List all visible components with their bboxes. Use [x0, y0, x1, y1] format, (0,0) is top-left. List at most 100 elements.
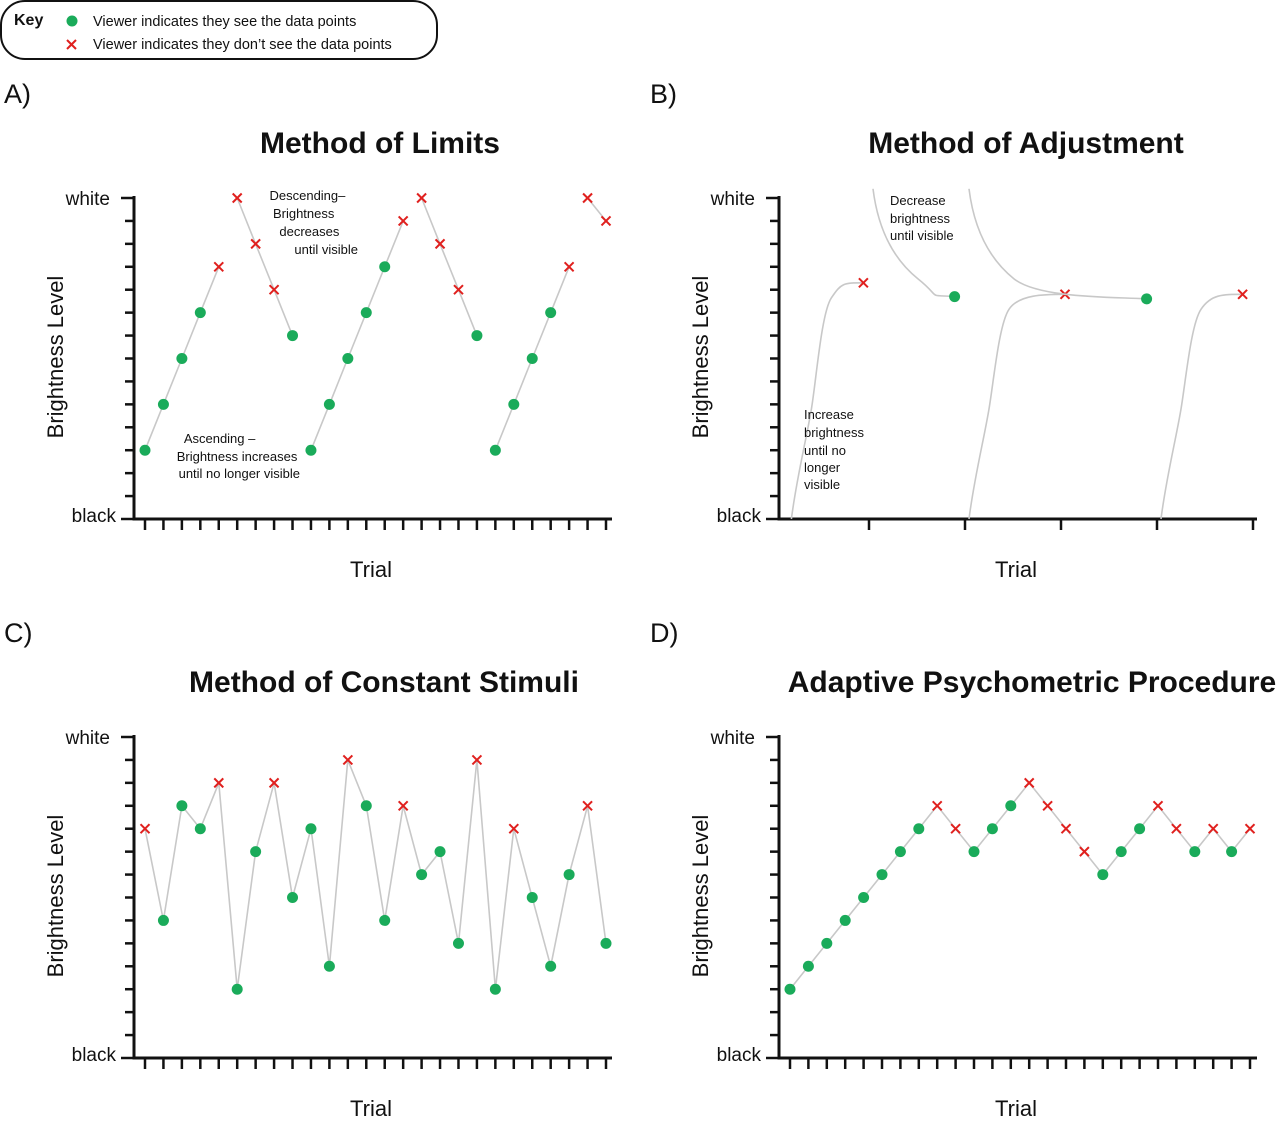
y-top-label: white [710, 728, 755, 749]
unseen-point [1244, 823, 1256, 834]
y-top-label: white [65, 189, 110, 210]
seen-point [194, 307, 206, 319]
seen-point [416, 869, 428, 881]
seen-point [968, 846, 980, 858]
adjustment-curve [968, 293, 1066, 520]
annotation-line: until visible [294, 242, 358, 257]
seen-point [1115, 846, 1127, 858]
adjustment-curve [790, 282, 864, 520]
panel-adaptive-psychometric-procedure: D) Adaptive Psychometric Procedure white… [650, 618, 1276, 1121]
cross-stroke [250, 238, 261, 250]
seen-point [1189, 846, 1201, 858]
unseen-point [250, 238, 261, 250]
unseen-point [582, 800, 593, 811]
seen-point [545, 307, 557, 319]
cross-stroke [416, 192, 427, 204]
y-bottom-label: black [72, 506, 117, 527]
plot-area [139, 192, 612, 456]
unseen-point [268, 777, 280, 789]
unseen-point [268, 284, 280, 295]
unseen-point [453, 284, 464, 295]
y-top-label: white [710, 189, 755, 210]
panel-method-of-adjustment: B) Method of Adjustment white black Brig… [650, 79, 1257, 582]
adjustment-curve [968, 188, 1147, 300]
axes [121, 196, 612, 530]
adjustment-curve [1160, 293, 1243, 520]
panel-label: A) [4, 79, 31, 109]
seen-point [1226, 846, 1238, 858]
unseen-point [1042, 800, 1053, 811]
y-axis-label: Brightness Level [43, 276, 68, 439]
cross-stroke [582, 800, 593, 811]
seen-point [323, 960, 335, 972]
legend-unseen-label: Viewer indicates they don’t see the data… [93, 37, 392, 53]
seen-point [157, 914, 169, 926]
unseen-point [434, 238, 446, 250]
cross-stroke [397, 215, 409, 227]
unseen-point [1023, 777, 1035, 789]
plot-area [784, 777, 1256, 995]
axes [766, 735, 1257, 1069]
seen-point [802, 960, 814, 972]
cross-stroke [342, 754, 354, 766]
cross-stroke [1023, 777, 1035, 789]
unseen-point [1152, 800, 1164, 811]
seen-point [489, 983, 501, 995]
cross-stroke [1152, 800, 1164, 811]
cross-stroke [1244, 823, 1256, 834]
cross-stroke [453, 284, 464, 295]
cross-stroke [434, 238, 446, 250]
seen-point [471, 330, 483, 342]
series-line [310, 220, 404, 451]
legend-unseen-marker [66, 39, 77, 50]
unseen-point [1171, 823, 1182, 834]
seen-point [600, 937, 612, 949]
seen-point [1134, 823, 1146, 835]
seen-point [526, 353, 538, 364]
cross-stroke [1042, 800, 1053, 811]
chart-title: Method of Adjustment [868, 127, 1184, 160]
legend-title: Key [14, 12, 43, 29]
unseen-point [471, 754, 483, 766]
unseen-point [213, 777, 224, 789]
annotation-ascending: Ascending – Brightness increases until n… [177, 431, 301, 481]
unseen-point [213, 261, 224, 272]
annotation-line: until no [804, 443, 846, 458]
x-axis-label: Trial [350, 1096, 392, 1121]
unseen-point [1079, 846, 1090, 857]
seen-point [176, 353, 188, 364]
panel-method-of-constant-stimuli: C) Method of Constant Stimuli white blac… [4, 618, 612, 1121]
annotation-decrease: Decrease brightness until visible [890, 193, 954, 243]
chart-title: Method of Constant Stimuli [189, 666, 579, 699]
annotation-line: Decrease [890, 193, 946, 208]
seen-point [379, 261, 391, 273]
annotation-descending: Descending– Brightness decreases until v… [269, 188, 358, 257]
annotation-line: longer [804, 460, 841, 475]
unseen-point [1207, 823, 1219, 834]
seen-point [231, 983, 243, 995]
panel-method-of-limits: A) Method of Limits white black Brightne… [4, 79, 612, 582]
unseen-point [342, 754, 354, 766]
seen-point [194, 823, 206, 835]
seen-point [434, 846, 446, 858]
seen-point [452, 937, 464, 949]
seen-point [949, 291, 961, 303]
annotation-line: brightness [804, 425, 864, 440]
unseen-point [1060, 823, 1072, 834]
y-bottom-label: black [717, 1045, 762, 1066]
unseen-point [397, 215, 409, 227]
panel-label: B) [650, 79, 677, 109]
seen-point [250, 846, 262, 858]
seen-point [1097, 869, 1109, 881]
annotation-line: Descending– [269, 188, 346, 203]
cross-stroke [600, 215, 612, 227]
annotation-line: Brightness increases [177, 449, 298, 464]
seen-point [379, 914, 391, 926]
seen-point [563, 869, 575, 881]
seen-point [894, 846, 906, 858]
annotation-line: Increase [804, 407, 854, 422]
seen-point [176, 800, 188, 812]
series-line [420, 197, 478, 336]
seen-point [839, 914, 851, 926]
seen-point [858, 892, 870, 903]
